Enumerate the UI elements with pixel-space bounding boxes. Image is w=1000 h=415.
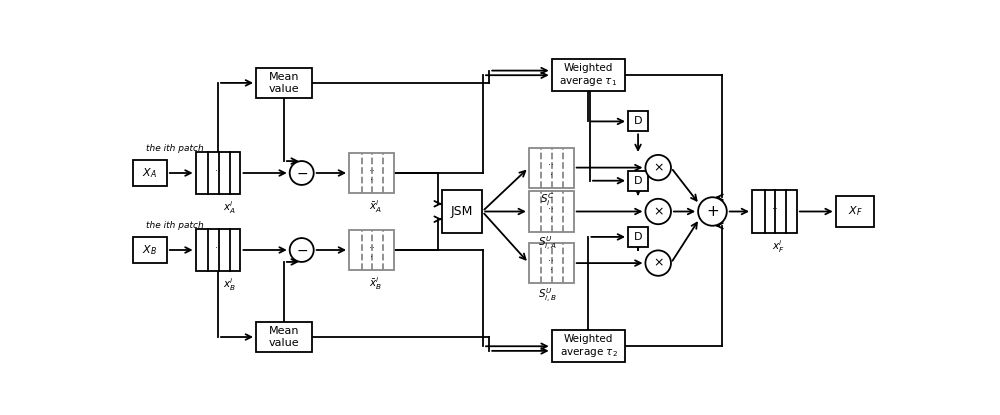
Text: D: D (634, 117, 642, 127)
Text: .: . (217, 250, 219, 259)
Circle shape (645, 199, 671, 224)
FancyBboxPatch shape (442, 190, 482, 233)
Text: .: . (370, 173, 373, 182)
Circle shape (698, 197, 727, 226)
FancyBboxPatch shape (349, 230, 394, 270)
Text: $\bar{x}^i_A$: $\bar{x}^i_A$ (369, 198, 382, 215)
FancyBboxPatch shape (752, 190, 797, 233)
Text: .: . (550, 168, 553, 177)
Circle shape (290, 161, 314, 185)
FancyBboxPatch shape (196, 229, 240, 271)
Text: $+$: $+$ (706, 204, 719, 219)
Circle shape (290, 238, 314, 262)
FancyBboxPatch shape (133, 159, 167, 186)
Text: ..: .. (215, 241, 221, 250)
Text: $S^C_i$: $S^C_i$ (540, 191, 555, 208)
Text: the ith patch: the ith patch (146, 144, 204, 153)
Text: $S^U_{i,A}$: $S^U_{i,A}$ (538, 235, 557, 254)
Text: .: . (550, 263, 553, 272)
FancyBboxPatch shape (256, 68, 312, 98)
FancyBboxPatch shape (133, 237, 167, 264)
FancyBboxPatch shape (529, 191, 574, 232)
Text: D: D (634, 176, 642, 186)
Text: ..: .. (369, 164, 374, 173)
FancyBboxPatch shape (552, 330, 625, 362)
Text: $X_B$: $X_B$ (142, 243, 157, 257)
Text: the ith patch: the ith patch (146, 221, 204, 229)
FancyBboxPatch shape (256, 322, 312, 352)
FancyBboxPatch shape (552, 59, 625, 91)
Text: $X_A$: $X_A$ (142, 166, 157, 180)
Text: Weighted
average $\tau_2$: Weighted average $\tau_2$ (560, 334, 617, 359)
Text: $\bar{x}^i_B$: $\bar{x}^i_B$ (369, 276, 382, 292)
FancyBboxPatch shape (628, 111, 648, 132)
Text: ..: .. (215, 164, 221, 173)
FancyBboxPatch shape (529, 148, 574, 188)
Circle shape (645, 250, 671, 276)
Text: ..: .. (548, 159, 554, 168)
Text: $-$: $-$ (296, 243, 308, 257)
Text: ..: .. (548, 254, 554, 263)
Text: $\times$: $\times$ (653, 256, 664, 270)
Text: Mean
value: Mean value (269, 326, 299, 348)
Text: $\times$: $\times$ (653, 205, 664, 218)
Text: ..: .. (772, 203, 777, 211)
Text: ..: .. (548, 203, 554, 211)
Text: JSM: JSM (451, 205, 473, 218)
Text: ..: .. (369, 241, 374, 250)
FancyBboxPatch shape (349, 153, 394, 193)
Text: $x^i_B$: $x^i_B$ (223, 276, 236, 293)
Text: $-$: $-$ (296, 166, 308, 180)
FancyBboxPatch shape (529, 243, 574, 283)
Text: Weighted
average $\tau_1$: Weighted average $\tau_1$ (559, 63, 617, 88)
Circle shape (645, 155, 671, 180)
Text: $\times$: $\times$ (653, 161, 664, 174)
FancyBboxPatch shape (628, 227, 648, 247)
Text: .: . (773, 212, 776, 221)
Text: $x^i_F$: $x^i_F$ (772, 238, 785, 255)
Text: D: D (634, 232, 642, 242)
Text: Mean
value: Mean value (269, 72, 299, 94)
FancyBboxPatch shape (836, 196, 874, 227)
Text: .: . (550, 212, 553, 221)
Text: .: . (370, 250, 373, 259)
Text: $S^U_{i,B}$: $S^U_{i,B}$ (538, 287, 557, 305)
FancyBboxPatch shape (628, 171, 648, 191)
Text: $x^i_A$: $x^i_A$ (223, 200, 236, 216)
Text: $X_F$: $X_F$ (848, 205, 862, 218)
Text: .: . (217, 173, 219, 182)
FancyBboxPatch shape (196, 152, 240, 194)
